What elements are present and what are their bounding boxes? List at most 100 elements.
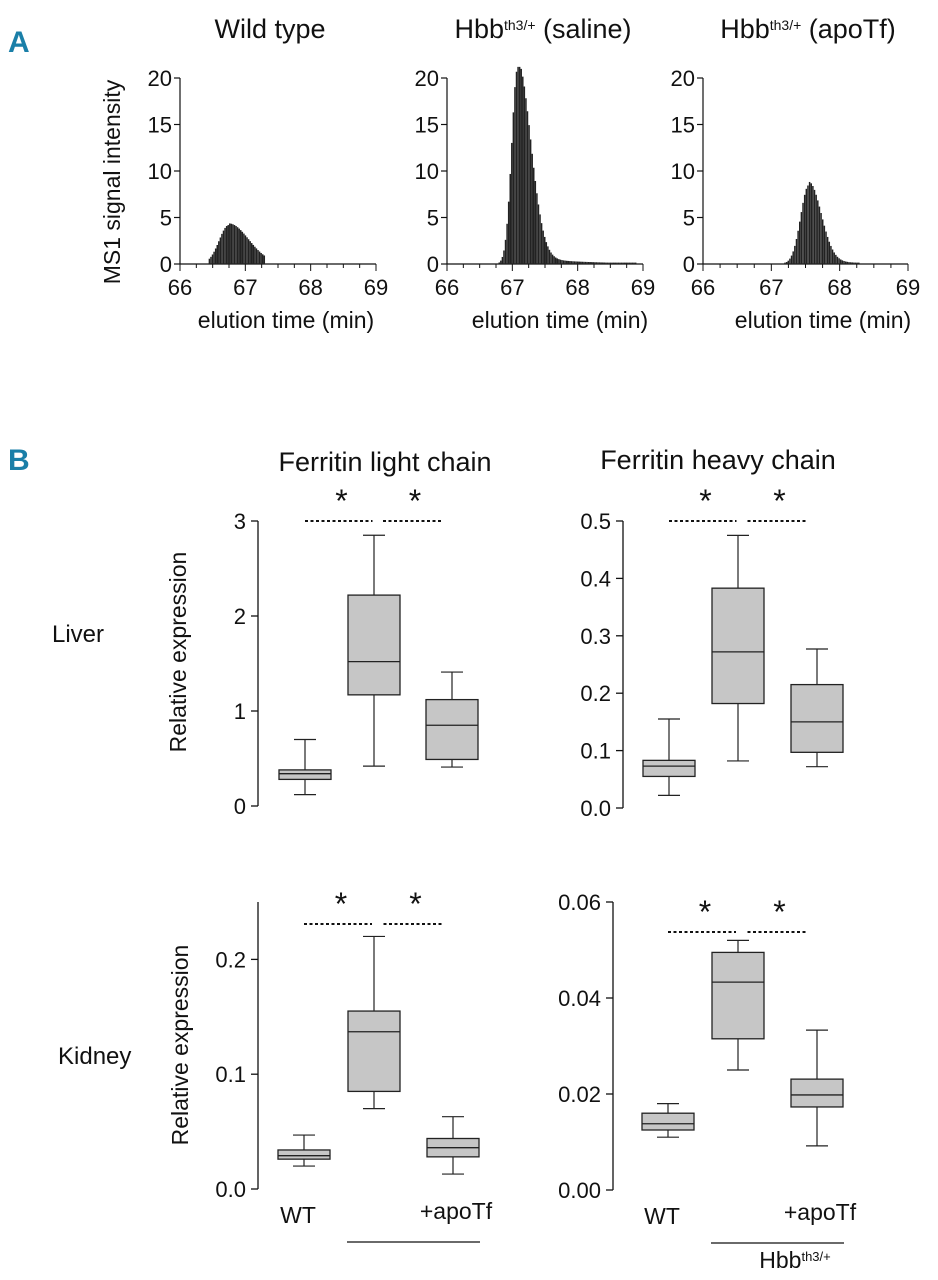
iqr-box <box>641 1112 695 1131</box>
boxplot-liver-heavy-chain: Ferritin heavy chain 0.0 0.1 0.2 0.3 0.4 0.5 * * <box>580 445 844 821</box>
y-tick-label: 10 <box>415 159 439 184</box>
chart-title: Ferritin light chain <box>278 447 491 477</box>
x-tick-label-wt: WT <box>644 1203 680 1229</box>
iqr-box <box>347 594 401 696</box>
x-tick-label: 67 <box>759 275 783 300</box>
y-tick-label: 5 <box>160 206 172 231</box>
iqr-box <box>711 587 765 705</box>
box-wt <box>642 718 696 796</box>
x-tick-label: 66 <box>168 275 192 300</box>
x-tick-label: 68 <box>565 275 589 300</box>
box-apotf <box>426 1116 480 1175</box>
box-wt <box>641 1102 695 1138</box>
box-wt <box>277 1134 331 1167</box>
box-saline <box>711 939 765 1071</box>
y-tick-label: 0.1 <box>580 739 611 764</box>
y-tick-label: 0.0 <box>215 1177 246 1202</box>
iqr-box <box>790 1078 844 1108</box>
group-label: Hbbth3/+ <box>759 1247 830 1273</box>
x-tick-label: 69 <box>631 275 655 300</box>
y-tick-label: 0 <box>234 794 246 819</box>
box-apotf <box>790 648 844 768</box>
iqr-box <box>642 759 696 778</box>
chart-title-main: Hbb <box>454 14 504 44</box>
y-axis-label: MS1 signal intensity <box>99 79 125 284</box>
boxplot-kidney-light-chain: Relative expression 0.0 0.1 0.2 * * WT +apoTf <box>167 886 493 1243</box>
chart-title: Hbbth3/+ (apoTf) <box>720 14 896 44</box>
y-tick-label: 0.3 <box>580 624 611 649</box>
y-tick-label: 0.02 <box>558 1082 601 1107</box>
significance-star-2: * <box>773 483 785 519</box>
box-wt <box>278 738 332 796</box>
chart-title-main: Hbb <box>720 14 770 44</box>
box-saline <box>347 534 401 767</box>
y-tick-label: 0.2 <box>580 681 611 706</box>
x-tick-label: 68 <box>298 275 322 300</box>
significance-star-1: * <box>335 483 347 519</box>
y-tick-label: 10 <box>671 159 695 184</box>
x-tick-label: 69 <box>896 275 920 300</box>
ms-chart-apotf: Hbbth3/+ (apoTf) 0 5 10 15 20 66 67 68 69 elution … <box>671 14 921 333</box>
chart-title-sup: th3/+ <box>770 17 802 33</box>
y-tick-label: 15 <box>671 113 695 138</box>
iqr-box <box>277 1149 331 1160</box>
iqr-box <box>790 683 844 753</box>
x-tick-label-apotf: +apoTf <box>784 1199 857 1225</box>
y-axis-label: Relative expression <box>165 552 191 753</box>
y-tick-label: 0.1 <box>215 1062 246 1087</box>
y-tick-label: 10 <box>148 159 172 184</box>
ms-chart-wild-type: Wild type 0 5 10 15 20 66 67 68 69 elution time (m… <box>99 14 388 333</box>
chart-title-sup: th3/+ <box>504 17 536 33</box>
box-apotf <box>425 671 479 768</box>
y-tick-label: 0.06 <box>558 890 601 915</box>
boxplot-kidney-heavy-chain: 0.00 0.02 0.04 0.06 * * WT +apoTf Hbbth3/+ <box>558 890 857 1273</box>
boxplot-liver-light-chain: Ferritin light chain Relative expression 0… <box>165 447 492 819</box>
chart-title: Wild type <box>214 14 325 44</box>
y-tick-label: 20 <box>415 66 439 91</box>
significance-star-2: * <box>409 886 421 922</box>
row-label-liver: Liver <box>52 621 104 648</box>
significance-star-2: * <box>409 483 421 519</box>
y-tick-label: 0.00 <box>558 1178 601 1203</box>
y-tick-label: 15 <box>415 113 439 138</box>
chart-title-rest: (saline) <box>536 14 632 44</box>
significance-star-2: * <box>773 894 785 930</box>
x-axis-label: elution time (min) <box>472 307 648 333</box>
iqr-box <box>347 1010 401 1093</box>
y-tick-label: 0.0 <box>580 796 611 821</box>
significance-star-1: * <box>699 894 711 930</box>
y-tick-label: 20 <box>148 66 172 91</box>
chart-title-rest: (apoTf) <box>801 14 896 44</box>
y-tick-label: 0.4 <box>580 566 611 591</box>
y-tick-label: 0 <box>160 252 172 277</box>
x-tick-label: 66 <box>691 275 715 300</box>
box-saline <box>347 935 401 1110</box>
x-tick-label: 67 <box>500 275 524 300</box>
chart-title: Hbbth3/+ (saline) <box>454 14 631 44</box>
x-tick-label-wt: WT <box>280 1202 316 1228</box>
x-tick-label: 68 <box>827 275 851 300</box>
y-tick-label: 2 <box>234 604 246 629</box>
group-label-sup: th3/+ <box>801 1249 830 1264</box>
y-tick-label: 15 <box>148 113 172 138</box>
iqr-box <box>278 769 332 781</box>
x-axis-label: elution time (min) <box>198 307 374 333</box>
x-tick-label-apotf: +apoTf <box>420 1198 493 1224</box>
significance-star-1: * <box>699 483 711 519</box>
y-tick-label: 3 <box>234 509 246 534</box>
y-axis-label: Relative expression <box>167 945 193 1146</box>
x-tick-label: 69 <box>364 275 388 300</box>
panel-a-letter: A <box>8 26 30 59</box>
chart-title: Ferritin heavy chain <box>600 445 836 475</box>
x-axis-label: elution time (min) <box>735 307 911 333</box>
x-tick-label: 67 <box>233 275 257 300</box>
iqr-box <box>711 951 765 1040</box>
box-saline <box>711 534 765 762</box>
group-label-main: Hbb <box>759 1247 801 1273</box>
row-label-kidney: Kidney <box>58 1043 131 1070</box>
y-tick-label: 5 <box>427 206 439 231</box>
y-tick-label: 1 <box>234 699 246 724</box>
ms-chart-saline: Hbbth3/+ (saline) 0 5 10 15 20 66 67 68 69 elution… <box>415 14 656 333</box>
significance-star-1: * <box>335 886 347 922</box>
